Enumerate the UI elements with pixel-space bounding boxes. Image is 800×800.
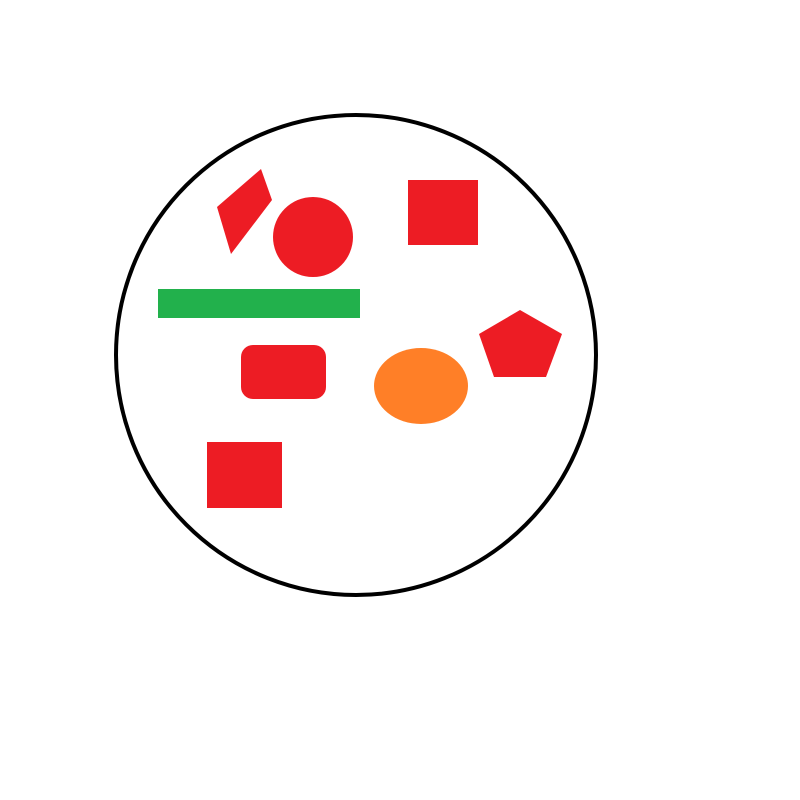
red-circle: [273, 197, 353, 277]
orange-ellipse: [374, 348, 468, 424]
red-square-bottom: [207, 442, 282, 508]
red-parallelogram: [217, 169, 272, 254]
boundary-circle: [114, 113, 598, 597]
red-rounded-rectangle: [241, 345, 326, 399]
green-bar: [158, 289, 360, 318]
red-pentagon: [479, 310, 562, 377]
red-square-top: [408, 180, 478, 245]
